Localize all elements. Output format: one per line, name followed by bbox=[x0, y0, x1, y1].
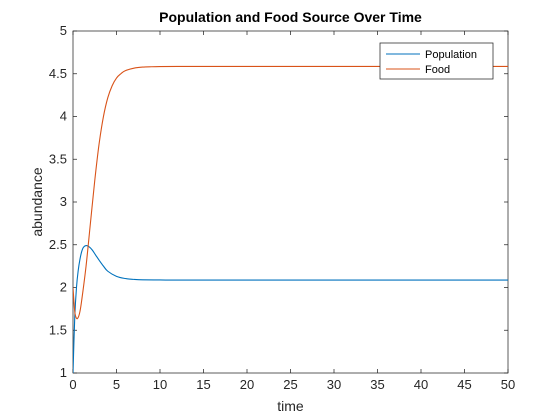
y-tick-label: 3.5 bbox=[49, 151, 67, 166]
x-tick-label: 50 bbox=[501, 377, 515, 392]
x-tick-label: 0 bbox=[69, 377, 76, 392]
y-tick-label: 1.5 bbox=[49, 322, 67, 337]
x-tick-label: 45 bbox=[457, 377, 471, 392]
y-tick-label: 2.5 bbox=[49, 237, 67, 252]
x-tick-label: 25 bbox=[283, 377, 297, 392]
legend-box bbox=[379, 42, 494, 80]
y-tick-label: 3 bbox=[60, 194, 67, 209]
y-tick-label: 5 bbox=[60, 23, 67, 38]
x-tick-label: 35 bbox=[370, 377, 384, 392]
y-tick-label: 4 bbox=[60, 109, 67, 124]
chart-title: Population and Food Source Over Time bbox=[159, 9, 422, 25]
x-tick-label: 40 bbox=[414, 377, 428, 392]
y-tick-label: 4.5 bbox=[49, 66, 67, 81]
legend-label-population: Population bbox=[425, 49, 477, 61]
legend-label-food: Food bbox=[425, 64, 450, 76]
y-tick-label: 1 bbox=[60, 365, 67, 380]
plot-area: 0 5 10 15 20 25 30 35 40 45 50 1 1.5 2 2.5 3 3.5 4 4.5 5 bbox=[49, 23, 515, 392]
x-axis-label: time bbox=[277, 398, 304, 414]
series-line-food bbox=[73, 65, 508, 320]
x-tick-label: 15 bbox=[196, 377, 210, 392]
series-line-population bbox=[73, 245, 508, 373]
x-tick-label: 30 bbox=[327, 377, 341, 392]
plot-frame bbox=[72, 30, 509, 374]
legend: Population Food bbox=[379, 42, 494, 80]
y-tick-label: 2 bbox=[60, 280, 67, 295]
y-axis-label: abundance bbox=[29, 167, 45, 237]
x-tick-label: 5 bbox=[113, 377, 120, 392]
x-tick-label: 10 bbox=[153, 377, 167, 392]
x-tick-label: 20 bbox=[240, 377, 254, 392]
